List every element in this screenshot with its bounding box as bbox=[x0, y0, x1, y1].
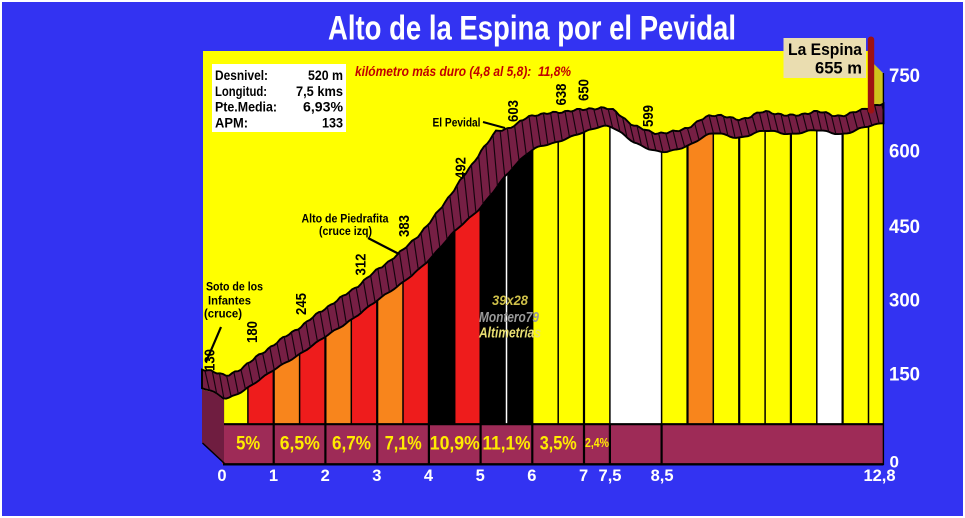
svg-text:APM:: APM: bbox=[215, 115, 248, 130]
svg-text:383: 383 bbox=[396, 215, 413, 237]
svg-text:600: 600 bbox=[889, 141, 920, 163]
svg-text:3,5%: 3,5% bbox=[540, 433, 577, 455]
svg-text:2,4%: 2,4% bbox=[585, 435, 609, 450]
svg-text:12,8: 12,8 bbox=[863, 467, 895, 485]
svg-text:150: 150 bbox=[889, 364, 920, 386]
svg-text:520 m: 520 m bbox=[308, 68, 343, 83]
svg-text:7,1%: 7,1% bbox=[385, 433, 422, 455]
svg-text:Altimetrías: Altimetrías bbox=[478, 326, 541, 342]
svg-text:La Espina: La Espina bbox=[788, 40, 862, 59]
svg-text:Desnivel:: Desnivel: bbox=[215, 68, 268, 83]
svg-text:5: 5 bbox=[476, 467, 485, 485]
svg-text:492: 492 bbox=[453, 157, 470, 179]
svg-text:750: 750 bbox=[889, 65, 920, 87]
svg-text:(cruce): (cruce) bbox=[204, 306, 242, 320]
svg-text:6,93%: 6,93% bbox=[303, 100, 343, 115]
svg-text:Montero79: Montero79 bbox=[479, 310, 539, 326]
svg-text:Longitud:: Longitud: bbox=[215, 84, 267, 99]
svg-text:300: 300 bbox=[889, 290, 920, 312]
svg-text:603: 603 bbox=[505, 100, 522, 122]
svg-text:0: 0 bbox=[217, 467, 226, 485]
svg-text:Soto de los: Soto de los bbox=[206, 280, 263, 294]
svg-text:11,1%: 11,1% bbox=[483, 433, 531, 455]
svg-text:6,5%: 6,5% bbox=[280, 433, 320, 455]
svg-text:7,5 kms: 7,5 kms bbox=[296, 84, 343, 99]
svg-text:39x28: 39x28 bbox=[492, 293, 528, 308]
svg-text:2: 2 bbox=[321, 467, 330, 485]
svg-text:Alto de la Espina por el Pevid: Alto de la Espina por el Pevidal bbox=[328, 10, 736, 48]
svg-text:3: 3 bbox=[372, 467, 381, 485]
svg-text:599: 599 bbox=[640, 105, 657, 127]
svg-text:El Pevidal: El Pevidal bbox=[433, 116, 481, 130]
svg-text:Infantes: Infantes bbox=[208, 294, 251, 308]
svg-text:7,5: 7,5 bbox=[599, 467, 622, 485]
svg-text:6: 6 bbox=[527, 467, 536, 485]
svg-text:(cruce izq): (cruce izq) bbox=[319, 226, 372, 238]
svg-text:kilómetro más duro (4,8 al 5,8: kilómetro más duro (4,8 al 5,8): 11,8% bbox=[355, 63, 571, 79]
svg-text:450: 450 bbox=[889, 216, 920, 238]
svg-text:312: 312 bbox=[353, 254, 370, 276]
svg-text:245: 245 bbox=[293, 293, 310, 315]
svg-text:0: 0 bbox=[890, 453, 899, 472]
svg-text:655 m: 655 m bbox=[815, 59, 862, 78]
svg-text:8,5: 8,5 bbox=[651, 467, 674, 485]
svg-text:650: 650 bbox=[576, 79, 593, 101]
svg-text:130: 130 bbox=[202, 349, 219, 371]
svg-text:Alto de Piedrafita: Alto de Piedrafita bbox=[302, 214, 390, 226]
svg-text:5%: 5% bbox=[236, 433, 260, 455]
svg-text:10,9%: 10,9% bbox=[430, 433, 480, 455]
svg-text:7: 7 bbox=[579, 467, 588, 485]
svg-text:4: 4 bbox=[424, 467, 434, 485]
svg-text:6,7%: 6,7% bbox=[332, 433, 371, 455]
svg-text:1: 1 bbox=[269, 467, 278, 485]
svg-text:638: 638 bbox=[553, 84, 570, 106]
svg-text:133: 133 bbox=[322, 115, 343, 130]
svg-text:Pte.Media:: Pte.Media: bbox=[215, 100, 277, 115]
svg-text:180: 180 bbox=[244, 321, 261, 343]
